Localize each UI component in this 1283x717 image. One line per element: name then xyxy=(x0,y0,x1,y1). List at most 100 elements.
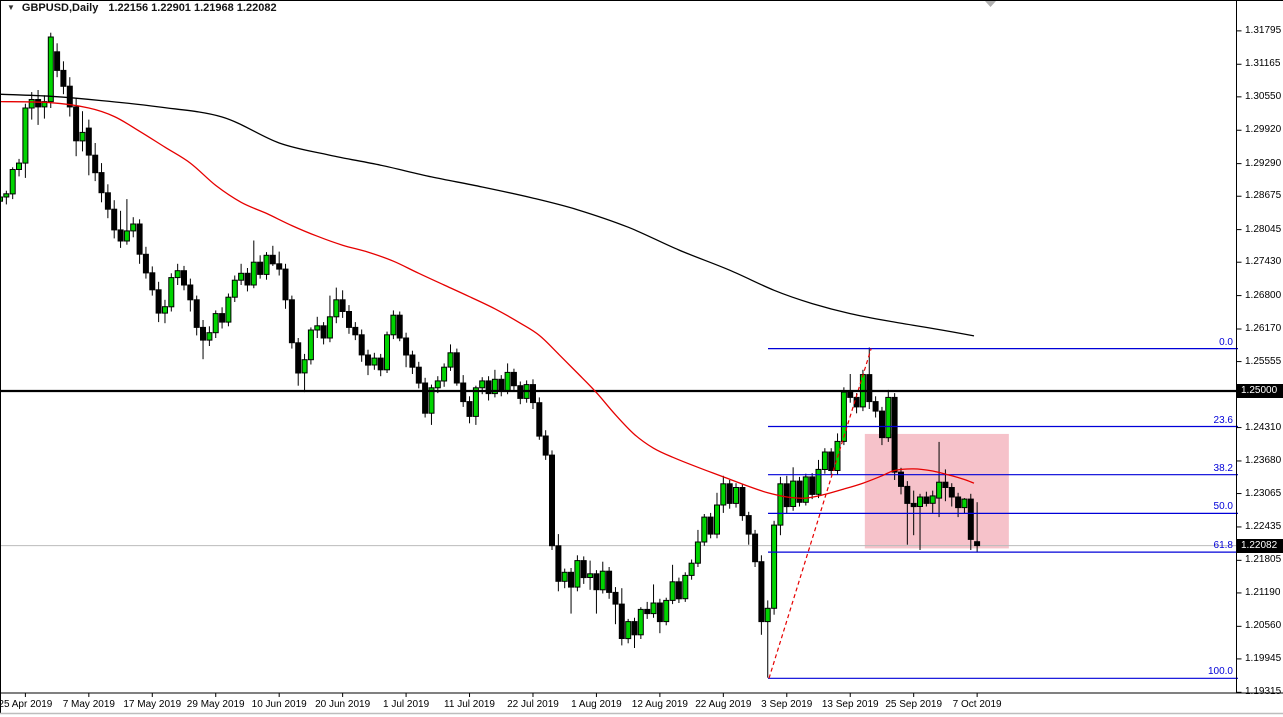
date-axis-label: 13 Sep 2019 xyxy=(821,699,879,710)
date-axis-label: 20 Jun 2019 xyxy=(315,699,371,710)
date-axis-label: 22 Jul 2019 xyxy=(507,699,559,710)
bull-candle xyxy=(434,380,441,389)
bear-candle xyxy=(111,208,118,231)
price-axis-label: 1.23680 xyxy=(1245,454,1282,466)
bull-candle xyxy=(504,371,511,392)
symbol-period-label: GBPUSD,Daily xyxy=(21,2,99,14)
bull-candle xyxy=(682,574,689,600)
bull-candle xyxy=(22,107,29,164)
bear-candle xyxy=(358,334,365,356)
hline-price-badge: 1.25000 xyxy=(1237,384,1283,398)
bear-candle xyxy=(879,410,885,439)
bull-candle xyxy=(123,230,130,242)
bear-candle xyxy=(942,481,949,489)
bear-candle xyxy=(187,284,194,301)
bull-candle xyxy=(574,560,581,588)
bear-candle xyxy=(54,51,61,71)
bull-candle xyxy=(491,378,498,395)
bear-candle xyxy=(257,261,264,275)
bull-candle xyxy=(802,476,809,503)
bear-candle xyxy=(244,272,251,286)
bear-candle xyxy=(219,313,226,323)
bull-candle xyxy=(669,581,676,601)
bear-candle xyxy=(631,621,638,636)
bull-candle xyxy=(231,279,238,298)
bear-candle xyxy=(498,378,505,392)
price-axis-label: 1.19945 xyxy=(1245,652,1282,664)
bear-candle xyxy=(904,485,911,504)
bear-candle xyxy=(568,571,574,588)
fib-dashed-trendline[interactable] xyxy=(768,348,872,679)
bear-candle xyxy=(707,516,714,535)
date-axis-label: 29 May 2019 xyxy=(186,699,245,710)
bull-candle xyxy=(3,193,10,198)
date-axis-label: 7 Oct 2019 xyxy=(952,699,1002,710)
ohlc-readout: 1.22156 1.22901 1.21968 1.22082 xyxy=(108,2,277,14)
date-axis-label: 1 Jul 2019 xyxy=(383,699,430,710)
chart-shift-marker-icon[interactable] xyxy=(985,1,996,7)
bear-candle xyxy=(948,487,955,498)
bear-candle xyxy=(396,314,403,339)
bull-candle xyxy=(821,451,828,470)
bull-candle xyxy=(441,366,448,382)
bear-candle xyxy=(485,380,492,395)
date-axis-label: 25 Apr 2019 xyxy=(0,699,53,710)
bear-candle xyxy=(783,483,790,508)
price-axis-label: 1.20560 xyxy=(1245,620,1282,632)
slow-ma-black-line[interactable] xyxy=(0,93,975,337)
bear-candle xyxy=(453,352,460,384)
bear-candle xyxy=(415,366,422,384)
bull-candle xyxy=(840,391,847,442)
bear-candle xyxy=(200,326,206,341)
price-axis-label: 1.26800 xyxy=(1245,289,1282,301)
bear-candle xyxy=(796,480,803,503)
bear-candle xyxy=(288,299,295,344)
price-axis-label: 1.23065 xyxy=(1245,487,1282,499)
bull-candle xyxy=(637,608,644,636)
bear-candle xyxy=(872,401,879,412)
fast-ma-red-line[interactable] xyxy=(0,100,975,499)
bear-candle xyxy=(320,325,327,339)
bull-candle xyxy=(371,357,378,366)
bear-candle xyxy=(282,268,289,301)
bear-candle xyxy=(828,451,835,471)
fib-level-label-23.6: 23.6 xyxy=(1213,414,1233,426)
bull-candle xyxy=(447,352,454,368)
price-axis-label: 1.21190 xyxy=(1245,586,1281,598)
bear-candle xyxy=(66,85,73,108)
bull-candle xyxy=(663,599,670,623)
bull-candle xyxy=(326,316,333,339)
bear-candle xyxy=(460,382,467,403)
chart-title: ▼ GBPUSD,Daily 1.22156 1.22901 1.21968 1.2… xyxy=(7,2,277,14)
fib-level-label-38.2: 38.2 xyxy=(1213,462,1233,474)
bear-candle xyxy=(346,311,352,328)
price-axis-label: 1.24310 xyxy=(1245,421,1282,433)
bull-candle xyxy=(694,541,701,564)
date-axis-label: 17 May 2019 xyxy=(123,699,182,710)
bear-candle xyxy=(809,476,816,495)
date-axis-label: 10 Jun 2019 xyxy=(251,699,307,710)
date-axis-label: 22 Aug 2019 xyxy=(695,699,752,710)
bear-candle xyxy=(745,515,752,535)
bull-candle xyxy=(16,162,22,171)
fib-retracement[interactable] xyxy=(768,348,1238,679)
bear-candle xyxy=(891,396,898,473)
bull-candle xyxy=(561,571,568,582)
bull-candle xyxy=(390,314,397,336)
bear-candle xyxy=(339,299,346,312)
price-axis-label: 1.28675 xyxy=(1245,190,1282,202)
bull-candle xyxy=(238,272,245,281)
fib-level-label-61.8: 61.8 xyxy=(1213,540,1233,552)
bull-candle xyxy=(625,621,632,640)
bear-candle xyxy=(644,608,651,615)
bear-candle xyxy=(910,502,917,508)
date-axis-label: 12 Aug 2019 xyxy=(631,699,688,710)
bear-candle xyxy=(752,533,759,563)
bull-candle xyxy=(384,334,390,371)
bull-candle xyxy=(733,487,739,504)
bull-candle xyxy=(714,504,720,535)
bear-candle xyxy=(675,581,682,600)
bear-candle xyxy=(117,229,124,242)
bear-candle xyxy=(923,496,930,504)
